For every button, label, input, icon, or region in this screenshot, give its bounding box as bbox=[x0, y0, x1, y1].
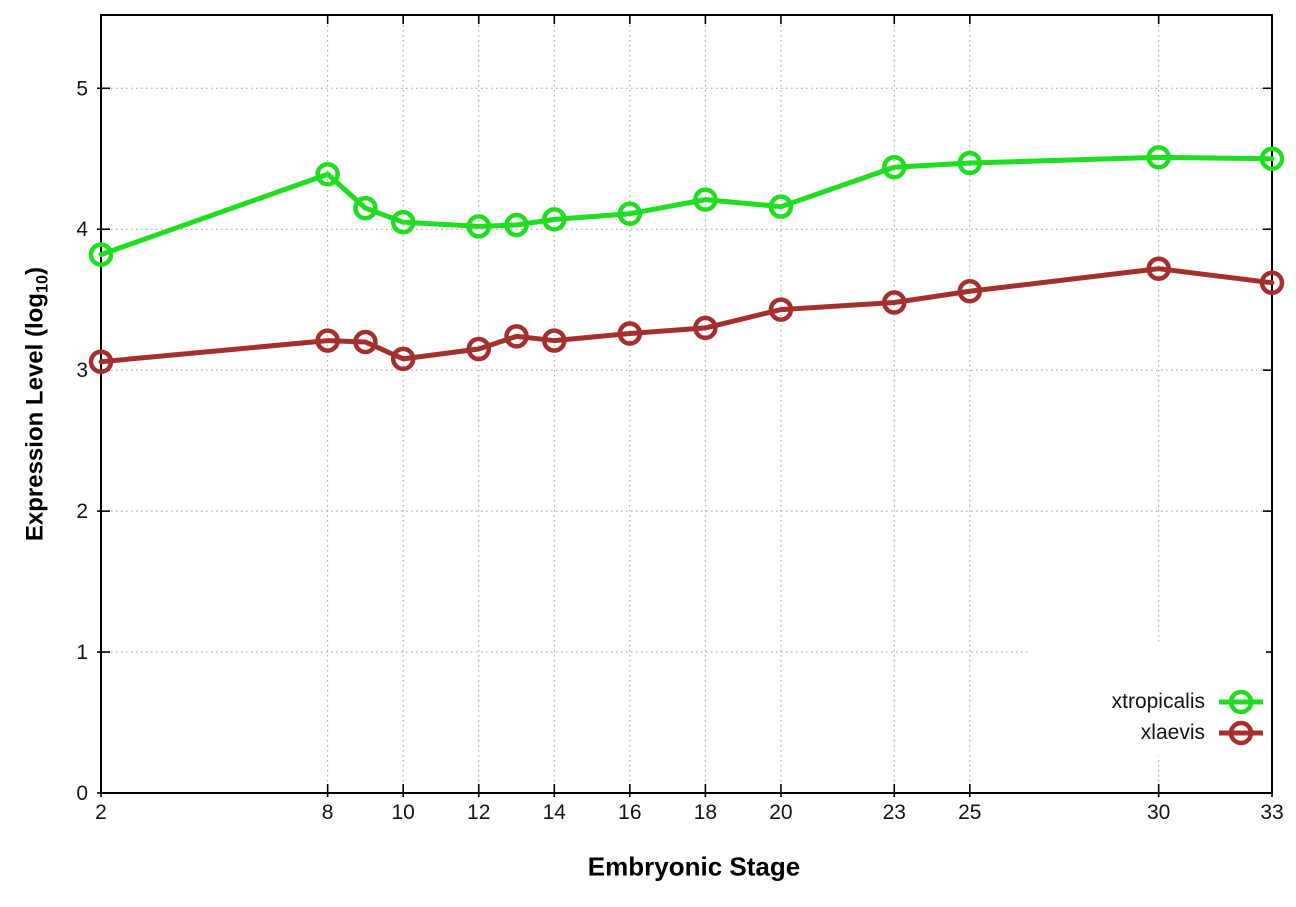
legend-marker-xtropicalis-icon bbox=[1219, 689, 1263, 714]
svg-text:20: 20 bbox=[769, 801, 792, 824]
svg-text:2: 2 bbox=[95, 801, 107, 824]
legend: xtropicalis xlaevis bbox=[1030, 642, 1266, 756]
svg-text:4: 4 bbox=[76, 218, 88, 241]
svg-text:12: 12 bbox=[467, 801, 490, 824]
legend-label-xtropicalis: xtropicalis bbox=[1111, 690, 1205, 713]
svg-text:18: 18 bbox=[694, 801, 717, 824]
y-axis-title-text: Expression Level (log bbox=[21, 293, 49, 542]
svg-text:5: 5 bbox=[76, 77, 88, 100]
y-axis-title-suffix: ) bbox=[21, 266, 49, 275]
svg-text:30: 30 bbox=[1147, 801, 1170, 824]
svg-text:14: 14 bbox=[543, 801, 567, 824]
svg-text:2: 2 bbox=[76, 500, 88, 523]
svg-text:0: 0 bbox=[76, 782, 88, 805]
y-axis-title: Expression Level (log10) bbox=[22, 267, 53, 541]
legend-item-xlaevis: xlaevis bbox=[1141, 717, 1264, 748]
legend-label-xlaevis: xlaevis bbox=[1140, 721, 1205, 744]
svg-text:23: 23 bbox=[883, 801, 906, 824]
svg-text:3: 3 bbox=[76, 359, 88, 382]
svg-text:16: 16 bbox=[618, 801, 641, 824]
svg-text:1: 1 bbox=[76, 641, 88, 664]
x-axis-title: Embryonic Stage bbox=[587, 851, 801, 882]
svg-text:10: 10 bbox=[392, 801, 415, 824]
legend-item-xtropicalis: xtropicalis bbox=[1112, 686, 1264, 717]
legend-marker-xlaevis-icon bbox=[1219, 720, 1263, 745]
svg-text:25: 25 bbox=[958, 801, 981, 824]
y-axis-title-subscript: 10 bbox=[33, 274, 52, 294]
svg-text:8: 8 bbox=[322, 801, 334, 824]
svg-text:33: 33 bbox=[1260, 801, 1283, 824]
